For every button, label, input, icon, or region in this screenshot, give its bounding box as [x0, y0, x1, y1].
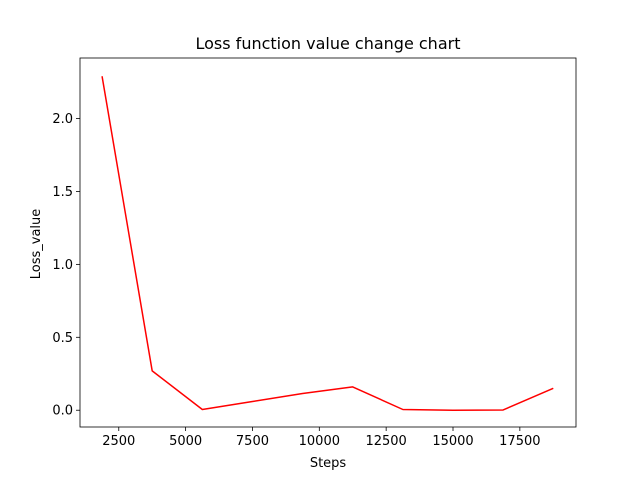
- plot-area: [79, 57, 577, 428]
- x-tick-label: 10000: [299, 434, 340, 449]
- y-axis-label: Loss_value: [29, 209, 44, 280]
- y-axis-ticks: 0.0 0.5 1.0 1.5 2.0: [52, 112, 80, 419]
- chart-title: Loss function value change chart: [196, 34, 461, 53]
- x-tick-label: 5000: [169, 434, 202, 449]
- loss-series-line: [101, 76, 554, 411]
- y-tick-label: 0.0: [52, 404, 73, 419]
- x-tick-label: 7500: [236, 434, 269, 449]
- x-tick-label: 15000: [432, 434, 473, 449]
- y-tick-label: 0.5: [52, 331, 73, 346]
- y-tick-label: 2.0: [52, 112, 73, 127]
- x-tick-label: 17500: [499, 434, 540, 449]
- y-tick-label: 1.0: [52, 258, 73, 273]
- x-axis-ticks: 2500 5000 7500 10000 12500 15000 17500: [102, 427, 541, 449]
- y-tick-label: 1.5: [52, 185, 73, 200]
- x-tick-label: 12500: [365, 434, 406, 449]
- x-tick-label: 2500: [102, 434, 135, 449]
- x-axis-label: Steps: [310, 456, 347, 471]
- axes-frame: [79, 57, 577, 428]
